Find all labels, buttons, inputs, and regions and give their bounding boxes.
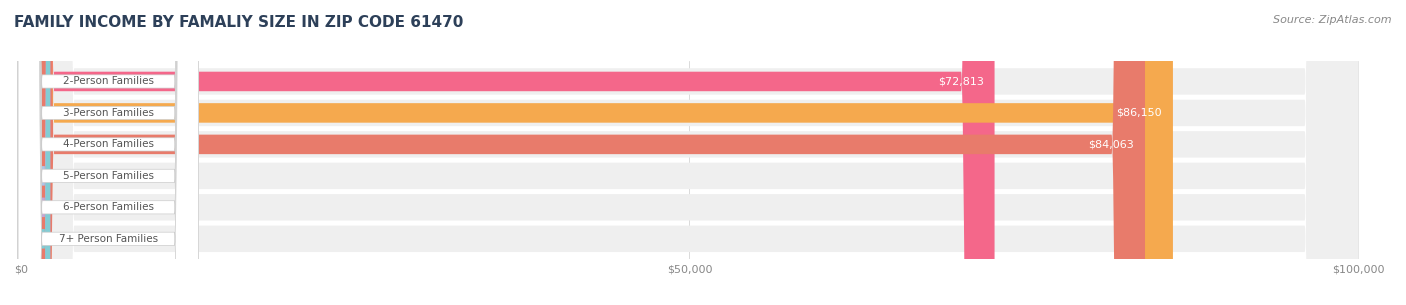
Text: $84,063: $84,063 — [1088, 139, 1135, 149]
FancyBboxPatch shape — [21, 0, 51, 305]
Text: $0: $0 — [66, 202, 80, 212]
FancyBboxPatch shape — [21, 0, 1358, 305]
Text: 4-Person Families: 4-Person Families — [63, 139, 153, 149]
Text: 6-Person Families: 6-Person Families — [63, 202, 153, 212]
FancyBboxPatch shape — [21, 0, 1144, 305]
FancyBboxPatch shape — [21, 0, 1358, 305]
FancyBboxPatch shape — [21, 0, 51, 305]
FancyBboxPatch shape — [21, 0, 1358, 305]
FancyBboxPatch shape — [21, 0, 1358, 305]
Text: $72,813: $72,813 — [938, 77, 984, 86]
FancyBboxPatch shape — [21, 0, 1358, 305]
FancyBboxPatch shape — [21, 0, 51, 305]
Text: 7+ Person Families: 7+ Person Families — [59, 234, 157, 244]
FancyBboxPatch shape — [21, 0, 1358, 305]
Text: $0: $0 — [66, 234, 80, 244]
FancyBboxPatch shape — [18, 0, 198, 305]
Text: 5-Person Families: 5-Person Families — [63, 171, 153, 181]
FancyBboxPatch shape — [21, 0, 1173, 305]
FancyBboxPatch shape — [18, 0, 198, 305]
Text: Source: ZipAtlas.com: Source: ZipAtlas.com — [1274, 15, 1392, 25]
Text: $86,150: $86,150 — [1116, 108, 1163, 118]
FancyBboxPatch shape — [18, 0, 198, 305]
FancyBboxPatch shape — [18, 0, 198, 305]
Text: FAMILY INCOME BY FAMALIY SIZE IN ZIP CODE 61470: FAMILY INCOME BY FAMALIY SIZE IN ZIP COD… — [14, 15, 464, 30]
Text: $0: $0 — [66, 171, 80, 181]
FancyBboxPatch shape — [18, 0, 198, 305]
Text: 2-Person Families: 2-Person Families — [63, 77, 153, 86]
FancyBboxPatch shape — [18, 0, 198, 305]
FancyBboxPatch shape — [21, 0, 994, 305]
Text: 3-Person Families: 3-Person Families — [63, 108, 153, 118]
